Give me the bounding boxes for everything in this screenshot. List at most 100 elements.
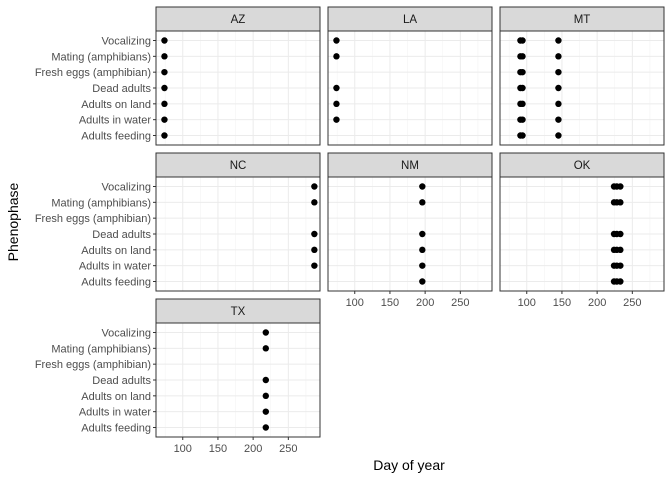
- facet-strip-label-az: AZ: [231, 14, 246, 26]
- data-point-nc: [311, 246, 318, 254]
- y-tick-label: Mating (amphibians): [51, 51, 151, 63]
- facet-strip-nc: [155, 152, 321, 178]
- x-tick-label: 150: [381, 297, 399, 309]
- y-tick-label: Fresh eggs (amphibian): [35, 213, 151, 225]
- data-point-tx: [262, 392, 270, 400]
- y-tick-label: Dead adults: [92, 375, 151, 387]
- y-tick-label: Adults on land: [81, 99, 151, 111]
- y-axis-title: Phenophase: [5, 182, 21, 261]
- data-point-az: [161, 100, 168, 108]
- data-point-nm: [419, 230, 426, 238]
- facet-strip-la: [327, 6, 493, 32]
- data-point-ok: [617, 278, 624, 285]
- x-tick-label: 250: [279, 443, 297, 455]
- facet-panel-border-ok: [499, 176, 665, 292]
- data-point-nc: [311, 262, 318, 269]
- y-tick-label: Adults in water: [79, 115, 151, 127]
- data-point-la: [333, 84, 340, 92]
- y-tick-label: Fresh eggs (amphibian): [35, 67, 151, 79]
- data-point-az: [161, 68, 168, 76]
- data-point-mt: [519, 100, 526, 108]
- x-axis-title: Day of year: [373, 457, 445, 473]
- facet-strip-label-mt: MT: [574, 14, 591, 26]
- y-tick-label: Adults feeding: [81, 131, 151, 143]
- data-point-tx: [262, 408, 270, 415]
- y-tick-label: Adults feeding: [81, 423, 151, 435]
- x-tick-label: 100: [346, 297, 364, 309]
- data-point-nm: [419, 199, 426, 206]
- x-tick-label: 200: [416, 297, 434, 309]
- data-point-tx: [262, 424, 270, 431]
- y-tick-label: Dead adults: [92, 229, 151, 241]
- facet-strip-label-nm: NM: [401, 160, 419, 172]
- facet-strip-label-ok: OK: [574, 160, 591, 172]
- facet-strip-az: [155, 6, 321, 32]
- facet-strip-label-tx: TX: [231, 306, 246, 318]
- data-point-nm: [419, 246, 426, 254]
- data-point-ok: [617, 262, 624, 269]
- facet-strip-label-la: LA: [403, 14, 417, 26]
- data-point-tx: [262, 345, 270, 352]
- facet-panel-border-mt: [499, 30, 665, 146]
- y-tick-label: Vocalizing: [101, 182, 151, 194]
- facet-strip-tx: [155, 298, 321, 324]
- y-tick-label: Mating (amphibians): [51, 343, 151, 355]
- x-tick-label: 250: [451, 297, 469, 309]
- y-tick-label: Vocalizing: [101, 328, 151, 340]
- data-point-mt: [519, 116, 526, 123]
- data-point-la: [333, 100, 340, 108]
- y-tick-label: Adults on land: [81, 391, 151, 403]
- data-point-az: [161, 84, 168, 92]
- data-point-az: [161, 53, 168, 60]
- facet-panel-border-nm: [327, 176, 493, 292]
- y-tick-label: Adults on land: [81, 245, 151, 257]
- facet-strip-ok: [499, 152, 665, 178]
- data-point-mt: [519, 68, 526, 76]
- y-tick-label: Vocalizing: [101, 36, 151, 48]
- data-point-nc: [311, 230, 318, 238]
- data-point-tx: [262, 329, 270, 336]
- x-tick-label: 100: [518, 297, 536, 309]
- data-point-mt: [519, 53, 526, 60]
- y-tick-label: Fresh eggs (amphibian): [35, 359, 151, 371]
- data-point-mt: [555, 100, 562, 108]
- facet-strip-label-nc: NC: [230, 160, 247, 172]
- y-tick-label: Adults feeding: [81, 277, 151, 289]
- data-point-la: [333, 53, 340, 60]
- data-point-nm: [419, 183, 426, 190]
- data-point-mt: [555, 132, 562, 139]
- y-tick-label: Adults in water: [79, 407, 151, 419]
- data-point-ok: [617, 246, 624, 254]
- data-point-la: [333, 116, 340, 123]
- data-point-ok: [617, 230, 624, 238]
- x-tick-label: 150: [553, 297, 571, 309]
- data-point-ok: [617, 199, 624, 206]
- y-tick-label: Mating (amphibians): [51, 197, 151, 209]
- facet-panel-border-la: [327, 30, 493, 146]
- data-point-ok: [617, 183, 624, 190]
- data-point-az: [161, 116, 168, 123]
- x-tick-label: 250: [623, 297, 641, 309]
- data-point-nc: [311, 183, 318, 190]
- data-point-mt: [519, 37, 526, 44]
- data-point-mt: [555, 68, 562, 76]
- data-point-mt: [555, 37, 562, 44]
- y-tick-label: Adults in water: [79, 261, 151, 273]
- data-point-mt: [519, 132, 526, 139]
- data-point-mt: [555, 116, 562, 123]
- data-point-az: [161, 37, 168, 44]
- data-point-tx: [262, 376, 270, 384]
- x-tick-label: 200: [244, 443, 262, 455]
- data-point-nm: [419, 278, 426, 285]
- data-point-nc: [311, 199, 318, 206]
- data-point-mt: [555, 53, 562, 60]
- data-point-mt: [555, 84, 562, 92]
- data-point-az: [161, 132, 168, 139]
- x-tick-label: 200: [588, 297, 606, 309]
- data-point-nm: [419, 262, 426, 269]
- x-tick-label: 100: [174, 443, 192, 455]
- data-point-la: [333, 37, 340, 44]
- x-tick-label: 150: [209, 443, 227, 455]
